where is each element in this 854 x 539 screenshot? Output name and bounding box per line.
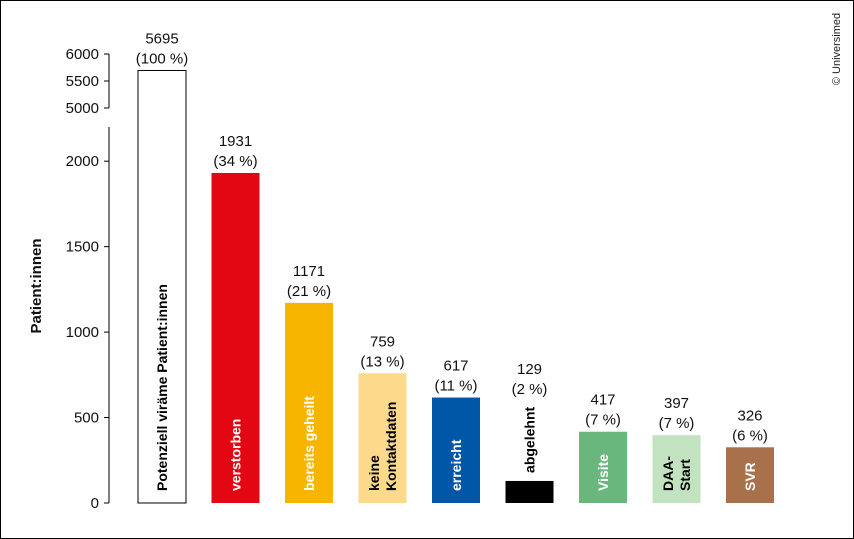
y-tick-label: 1000 (66, 324, 99, 341)
bar-percent-label: (21 %) (287, 283, 331, 300)
y-tick-label: 2000 (66, 153, 99, 170)
bar-category-label: DAA- (660, 456, 676, 491)
y-tick-label: 5500 (66, 73, 99, 90)
bar-percent-label: (11 %) (434, 378, 477, 395)
bar (579, 431, 627, 503)
bar-category-label: Kontaktdaten (383, 402, 399, 491)
bar-value-label: 417 (590, 392, 615, 409)
bar (505, 480, 554, 503)
copyright-credit: © Universimed (831, 13, 843, 85)
bar-category-label: Potenziell viräme Patient:innen (154, 284, 170, 491)
bar-percent-label: (2 %) (512, 381, 548, 398)
bar-value-label: 617 (443, 358, 468, 375)
bar-category-label: verstorben (228, 419, 244, 491)
bar-percent-label: (13 %) (360, 353, 404, 370)
bar-percent-label: (7 %) (659, 415, 695, 432)
y-tick-label: 1500 (66, 239, 99, 256)
bar (432, 397, 480, 503)
bar-value-label: 1171 (293, 263, 325, 280)
bar-category-label: SVR (742, 462, 758, 491)
bar-category-label: bereits geheilt (301, 396, 317, 491)
y-axis: 0 500 1000 1500 2000 5000 5500 6000 (66, 46, 110, 512)
bar-value-label: 1931 (219, 133, 252, 150)
y-axis-label: Patient:innen (28, 238, 45, 333)
bar-percent-label: (100 %) (136, 50, 189, 67)
bar-category-label: Start (677, 459, 693, 491)
bar-value-label: 129 (517, 361, 542, 378)
bar-value-label: 5695 (145, 30, 178, 47)
bar-category-label: keine (366, 455, 382, 491)
bar-value-label: 397 (664, 395, 689, 412)
value-labels: 5695 (100 %) Potenziell viräme Patient:inn… (136, 30, 768, 491)
bar-percent-label: (7 %) (585, 412, 621, 429)
y-tick-label: 6000 (66, 46, 99, 63)
bar (285, 302, 333, 503)
bar-category-label: Visite (595, 454, 611, 491)
y-tick-label: 0 (91, 495, 99, 512)
bar (358, 373, 407, 503)
bar (211, 172, 260, 503)
bars (137, 69, 774, 504)
bar (137, 69, 187, 504)
bar-category-label: erreicht (448, 439, 464, 491)
bar (652, 435, 701, 503)
bar (726, 447, 774, 503)
y-tick-label: 5000 (66, 100, 99, 117)
bar-percent-label: (6 %) (732, 427, 768, 444)
bar-category-label: abgelehnt (522, 406, 538, 472)
bar-percent-label: (34 %) (213, 153, 257, 170)
bar-value-label: 759 (370, 333, 395, 350)
y-tick-label: 500 (74, 410, 99, 427)
bar-value-label: 326 (737, 407, 762, 424)
